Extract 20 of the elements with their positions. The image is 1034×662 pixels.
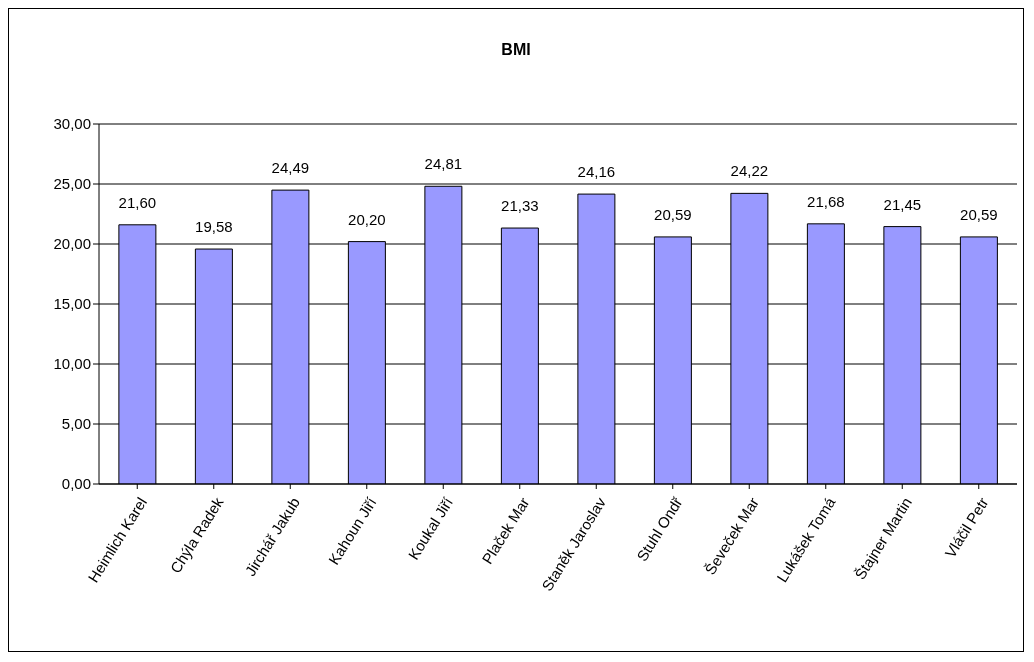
data-label: 20,59 [960, 205, 998, 223]
data-label: 24,22 [730, 162, 769, 180]
y-tick-label: 15,00 [53, 295, 91, 313]
data-label: 21,45 [883, 195, 922, 213]
data-label: 24,16 [577, 163, 616, 181]
data-label: 24,81 [424, 155, 463, 173]
y-tick-label: 20,00 [53, 235, 91, 253]
y-tick-label: 10,00 [53, 355, 91, 373]
data-label: 20,20 [348, 210, 386, 228]
data-label: 21,68 [807, 192, 845, 210]
chart-title: BMI [500, 41, 532, 59]
y-tick-label: 0,00 [61, 475, 91, 493]
y-tick-label: 30,00 [53, 115, 91, 133]
data-label: 24,49 [271, 159, 310, 177]
data-label: 20,59 [654, 205, 692, 223]
data-label: 21,33 [501, 197, 539, 215]
y-tick-label: 25,00 [53, 175, 91, 193]
data-label: 19,58 [195, 218, 233, 236]
y-tick-label: 5,00 [61, 415, 91, 433]
data-label: 21,60 [118, 193, 157, 211]
